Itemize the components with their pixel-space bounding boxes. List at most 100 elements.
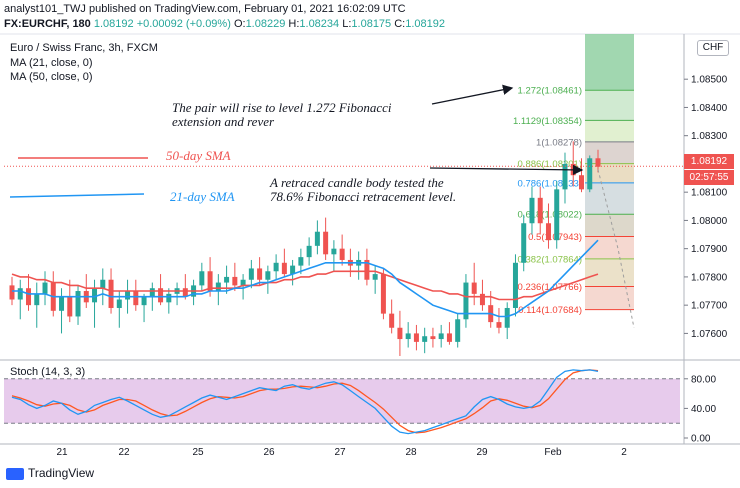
candle-body bbox=[554, 189, 560, 241]
price-tick-label: 1.08000 bbox=[691, 216, 728, 227]
candle-body bbox=[380, 274, 386, 314]
candle-body bbox=[67, 296, 73, 317]
time-tick-label: 29 bbox=[476, 447, 488, 458]
retrace-annotation-line1: A retraced candle body tested the bbox=[270, 175, 444, 190]
retrace-annotation-line2: 78.6% Fibonacci retracement level. bbox=[270, 189, 457, 204]
countdown-tag: 02:57:55 bbox=[684, 170, 734, 185]
candle-body bbox=[108, 279, 114, 308]
stoch-k-line bbox=[11, 369, 599, 435]
candle-body bbox=[42, 282, 48, 294]
fib-band bbox=[585, 141, 634, 164]
fib-band bbox=[585, 286, 634, 310]
fib-level-label: 1.272(1.08461) bbox=[518, 86, 582, 97]
candle-body bbox=[339, 248, 345, 260]
candle-body bbox=[331, 248, 337, 255]
candle-body bbox=[92, 288, 98, 303]
candle-body bbox=[158, 288, 164, 303]
fib-level-label: 0.382(1.07864) bbox=[518, 254, 582, 265]
candle-body bbox=[199, 271, 205, 286]
close-value-2: 1.08192 bbox=[405, 18, 445, 30]
currency-badge[interactable]: CHF bbox=[697, 40, 729, 56]
candle-body bbox=[207, 271, 213, 292]
time-tick-label: 26 bbox=[263, 447, 275, 458]
candle-body bbox=[578, 175, 584, 190]
last-price-tag: 1.08192 bbox=[684, 154, 734, 169]
chart-title-legend: Euro / Swiss Franc, 3h, FXCM bbox=[10, 42, 158, 54]
candle-body bbox=[281, 262, 287, 275]
fib-level-label: 0.618(1.08022) bbox=[518, 210, 582, 221]
fib-level-label: 1(1.08278) bbox=[536, 137, 582, 148]
fib-band bbox=[585, 90, 634, 121]
candle-body bbox=[397, 327, 403, 340]
candle-body bbox=[141, 296, 147, 306]
fib-band bbox=[585, 258, 634, 287]
candle-body bbox=[240, 279, 246, 286]
footer-brand[interactable]: TradingView bbox=[6, 466, 94, 480]
candle-body bbox=[290, 265, 296, 275]
candle-body bbox=[248, 268, 254, 280]
candle-body bbox=[224, 276, 230, 283]
candle-body bbox=[149, 288, 155, 297]
candle-body bbox=[273, 262, 279, 272]
candle-body bbox=[595, 158, 601, 167]
candle-body bbox=[232, 276, 238, 286]
price-tick-label: 1.08300 bbox=[691, 131, 728, 142]
candle-body bbox=[405, 333, 411, 340]
close-label: C: bbox=[394, 18, 406, 30]
fib-band bbox=[585, 236, 634, 259]
candle-body bbox=[455, 319, 461, 342]
stoch-d-line bbox=[11, 369, 599, 434]
candle-body bbox=[323, 231, 329, 255]
fib-band bbox=[585, 163, 634, 183]
candle-body bbox=[438, 333, 444, 340]
change-value: +0.00092 (+0.09%) bbox=[136, 18, 231, 30]
fib-level-label: 0.114(1.07684) bbox=[518, 305, 582, 316]
fib-level-label: 0.236(1.07766) bbox=[518, 282, 582, 293]
candle-body bbox=[463, 282, 469, 320]
candle-body bbox=[413, 333, 419, 342]
fib-band bbox=[585, 182, 634, 215]
low-value: 1.08175 bbox=[351, 18, 392, 30]
candle-body bbox=[265, 271, 271, 280]
candle-body bbox=[521, 223, 527, 263]
rise-annotation-line2: extension and rever bbox=[172, 114, 275, 129]
time-tick-label: 25 bbox=[192, 447, 204, 458]
publish-info: analyst101_TWJ published on TradingView.… bbox=[4, 3, 406, 15]
high-label: H: bbox=[288, 18, 300, 30]
candle-body bbox=[59, 296, 65, 311]
candle-body bbox=[17, 288, 23, 300]
candle-body bbox=[314, 231, 320, 246]
stoch-tick-label: 40.00 bbox=[691, 404, 716, 415]
candle-body bbox=[364, 259, 370, 280]
price-tick-label: 1.07800 bbox=[691, 272, 728, 283]
sma50-label: 50-day SMA bbox=[166, 148, 231, 163]
high-value: 1.08234 bbox=[299, 18, 340, 30]
candle-body bbox=[479, 293, 485, 306]
rise-annotation-line1: The pair will rise to level 1.272 Fibona… bbox=[172, 100, 392, 115]
candle-body bbox=[75, 291, 81, 317]
price-tick-label: 1.07600 bbox=[691, 329, 728, 340]
candle-body bbox=[422, 336, 428, 342]
candle-body bbox=[496, 322, 502, 328]
ma21-legend: MA (21, close, 0) bbox=[10, 57, 93, 69]
footer-brand-label: TradingView bbox=[28, 466, 95, 480]
candle-body bbox=[504, 307, 510, 328]
fib-level-label: 0.886(1.08201) bbox=[518, 159, 582, 170]
ma50-line bbox=[11, 270, 599, 301]
candle-body bbox=[306, 245, 312, 258]
candle-body bbox=[26, 288, 32, 306]
time-tick-label: 22 bbox=[118, 447, 130, 458]
candle-body bbox=[446, 333, 452, 342]
price-tick-label: 1.07900 bbox=[691, 244, 728, 255]
price-tick-label: 1.08500 bbox=[691, 75, 728, 86]
fib-band bbox=[585, 120, 634, 142]
candle-body bbox=[9, 285, 15, 300]
price-tick-label: 1.08400 bbox=[691, 103, 728, 114]
candle-body bbox=[430, 336, 436, 340]
time-tick-label: Feb bbox=[544, 447, 562, 458]
candle-body bbox=[545, 223, 551, 241]
time-tick-label: 28 bbox=[405, 447, 417, 458]
stoch-tick-label: 0.00 bbox=[691, 434, 711, 445]
time-tick-label: 2 bbox=[621, 447, 627, 458]
